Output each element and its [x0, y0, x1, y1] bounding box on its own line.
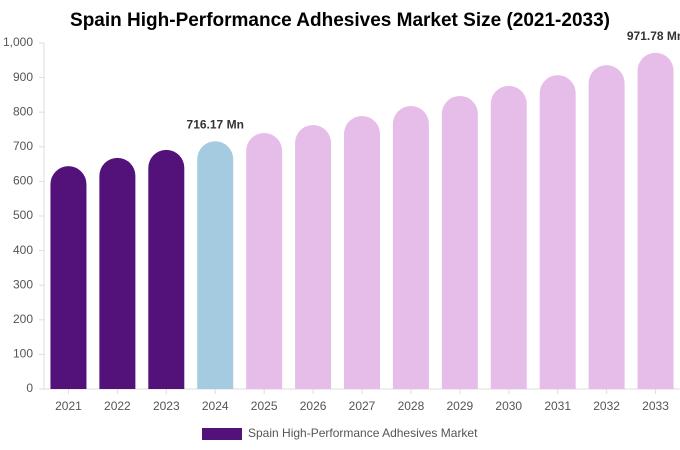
legend-label: Spain High-Performance Adhesives Market [248, 426, 478, 440]
x-tick-label: 2026 [300, 399, 327, 413]
x-tick-label: 2024 [202, 399, 229, 413]
bar [344, 116, 380, 390]
bar [392, 105, 429, 390]
y-tick-label: 200 [13, 312, 33, 326]
bar [148, 149, 185, 389]
value-label: 716.17 Mn [187, 117, 244, 131]
y-tick-label: 400 [13, 243, 33, 257]
x-tick-label: 2021 [55, 399, 82, 413]
bar [539, 75, 576, 389]
bar [588, 65, 625, 390]
x-tick-label: 2023 [153, 399, 180, 413]
bar [246, 132, 283, 389]
bar [637, 52, 674, 389]
y-tick-label: 1,000 [3, 35, 33, 49]
bar [50, 166, 87, 389]
y-tick-label: 300 [13, 277, 33, 291]
legend-swatch [202, 428, 242, 440]
y-tick-label: 100 [13, 347, 33, 361]
x-tick-label: 2031 [544, 399, 571, 413]
y-tick-label: 0 [26, 381, 33, 395]
bar [295, 125, 332, 389]
x-tick-label: 2033 [642, 399, 669, 413]
x-tick-label: 2022 [104, 399, 131, 413]
bar [441, 95, 478, 390]
value-label: 971.78 Mn [627, 29, 680, 43]
x-tick-label: 2025 [251, 399, 278, 413]
x-tick-label: 2029 [446, 399, 473, 413]
y-tick-label: 600 [13, 174, 33, 188]
x-tick-label: 2030 [495, 399, 522, 413]
x-tick-label: 2027 [349, 399, 376, 413]
y-tick-label: 900 [13, 70, 33, 84]
bar [99, 157, 136, 389]
chart-title: Spain High-Performance Adhesives Market … [70, 10, 610, 31]
y-tick-label: 700 [13, 139, 33, 153]
x-tick-label: 2028 [398, 399, 425, 413]
y-tick-label: 800 [13, 104, 33, 118]
y-tick-label: 500 [13, 208, 33, 222]
bar [197, 141, 234, 389]
x-tick-label: 2032 [593, 399, 620, 413]
bar [490, 85, 527, 390]
